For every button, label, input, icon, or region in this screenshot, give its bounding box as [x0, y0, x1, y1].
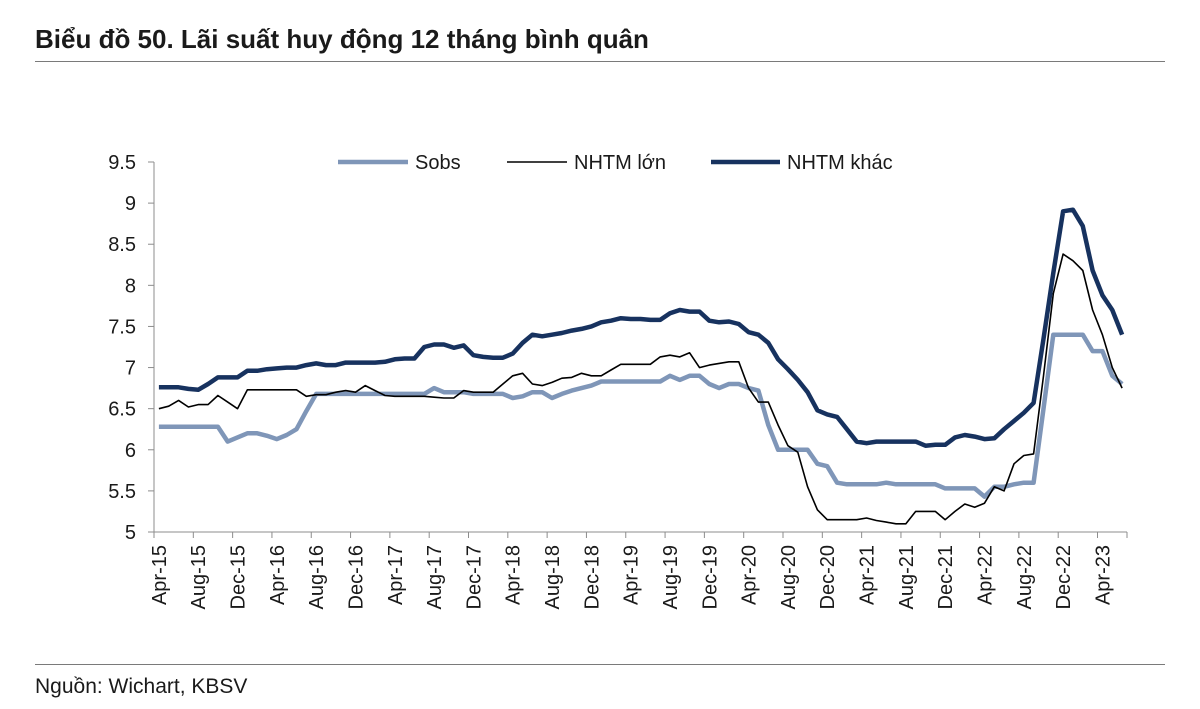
- y-tick-label: 9.5: [108, 152, 136, 174]
- x-tick-label: Apr-17: [385, 545, 407, 605]
- x-tick-label: Dec-17: [463, 545, 485, 609]
- x-tick-label: Dec-16: [345, 545, 367, 609]
- y-tick-label: 8.5: [108, 234, 136, 256]
- x-tick-label: Apr-19: [621, 545, 643, 605]
- chart-title: Biểu đồ 50. Lãi suất huy động 12 tháng b…: [35, 24, 649, 54]
- x-tick-label: Dec-21: [935, 545, 957, 609]
- x-tick-label: Apr-18: [503, 545, 525, 605]
- y-tick-label: 9: [125, 193, 136, 215]
- x-tick-label: Apr-23: [1092, 545, 1114, 605]
- title-divider: [35, 61, 1165, 62]
- x-tick-label: Apr-21: [857, 545, 879, 605]
- y-tick-label: 6.5: [108, 399, 136, 421]
- x-tick-label: Aug-21: [896, 545, 918, 610]
- y-ticks: 5 5.5 6 6.5 7 7.5 8 8.5 9 9.5: [108, 152, 154, 544]
- x-tick-label: Dec-22: [1053, 545, 1075, 609]
- legend-label-nhtm-lon: NHTM lớn: [574, 152, 666, 174]
- x-tick-label: Aug-22: [1014, 545, 1036, 610]
- series-line-nhtm-khac: [158, 207, 1125, 448]
- x-tick-label: Dec-19: [699, 545, 721, 609]
- x-tick-label: Aug-17: [424, 545, 446, 610]
- plot-area: [158, 207, 1125, 525]
- series-line-sobs: [158, 332, 1124, 499]
- legend-item-nhtm-lon: NHTM lớn: [507, 152, 666, 174]
- legend-item-nhtm-khac: NHTM khác: [711, 152, 893, 174]
- y-tick-label: 7: [125, 358, 136, 380]
- y-tick-label: 5.5: [108, 481, 136, 503]
- series-line-nhtm-lon: [158, 253, 1123, 525]
- source-note: Nguồn: Wichart, KBSV: [35, 675, 248, 698]
- footer-divider: [35, 664, 1165, 665]
- x-tick-label: Dec-18: [581, 545, 603, 609]
- y-tick-label: 8: [125, 275, 136, 297]
- y-axis: 5 5.5 6 6.5 7 7.5 8 8.5 9 9.5: [108, 152, 155, 544]
- x-tick-label: Aug-20: [778, 545, 800, 610]
- x-tick-label: Apr-15: [149, 545, 171, 605]
- x-tick-label: Apr-16: [267, 545, 289, 605]
- x-ticks: Apr-15 Aug-15 Dec-15 Apr-16 Aug-16 Dec-16 Apr-…: [149, 532, 1128, 610]
- x-tick-label: Aug-16: [306, 545, 328, 610]
- x-tick-label: Aug-18: [542, 545, 564, 610]
- legend-label-nhtm-khac: NHTM khác: [787, 152, 893, 174]
- legend-label-sobs: Sobs: [415, 152, 461, 174]
- x-tick-label: Apr-20: [739, 545, 761, 605]
- x-axis: Apr-15 Aug-15 Dec-15 Apr-16 Aug-16 Dec-16 Apr-…: [149, 531, 1128, 610]
- x-tick-label: Apr-22: [974, 545, 996, 605]
- legend: Sobs NHTM lớn NHTM khác: [338, 152, 893, 174]
- x-tick-label: Dec-15: [228, 545, 250, 609]
- y-tick-label: 5: [125, 522, 136, 544]
- legend-item-sobs: Sobs: [338, 152, 461, 174]
- y-tick-label: 6: [125, 440, 136, 462]
- x-tick-label: Aug-19: [660, 545, 682, 610]
- y-tick-label: 7.5: [108, 316, 136, 338]
- x-tick-label: Dec-20: [817, 545, 839, 609]
- x-tick-label: Aug-15: [188, 545, 210, 610]
